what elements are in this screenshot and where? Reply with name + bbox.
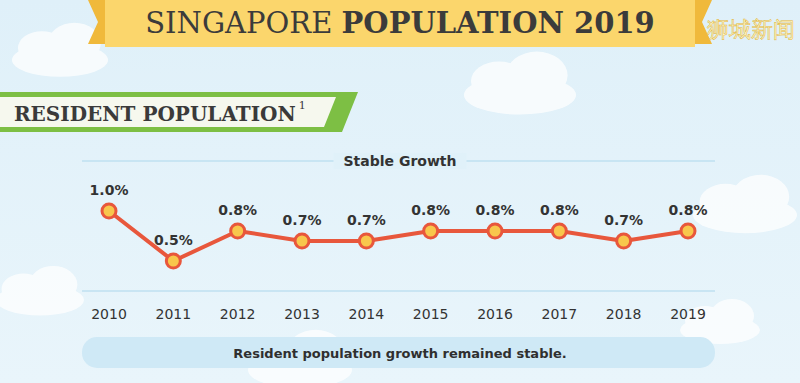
data-label: 0.8% (218, 202, 257, 218)
x-tick-label: 2015 (413, 306, 449, 322)
annotation: Resident population growth remained stab… (233, 346, 566, 361)
data-label: 1.0% (90, 182, 129, 198)
x-tick-label: 2012 (220, 306, 256, 322)
x-tick-label: 2017 (542, 306, 578, 322)
section-band (0, 92, 358, 132)
data-label: 0.8% (476, 202, 515, 218)
background (0, 0, 800, 383)
x-tick-label: 2011 (156, 306, 192, 322)
marker (552, 224, 566, 238)
section-note: 1 (299, 99, 306, 112)
marker (295, 234, 309, 248)
x-tick-label: 2013 (284, 306, 320, 322)
x-tick-label: 2018 (606, 306, 642, 322)
series-group (102, 204, 695, 268)
data-label: 0.8% (411, 202, 450, 218)
x-tick-label: 2010 (91, 306, 127, 322)
data-label: 0.7% (604, 212, 643, 228)
title-part: POPULATION 2019 (342, 6, 655, 40)
marker (166, 254, 180, 268)
data-label: 0.7% (283, 212, 322, 228)
cloud (464, 52, 576, 115)
data-label: 0.8% (669, 202, 708, 218)
x-tick-label: 2014 (349, 306, 385, 322)
range-line-bottom (82, 290, 715, 292)
data-label: 0.8% (540, 202, 579, 218)
data-label: 0.5% (154, 232, 193, 248)
section-panel (0, 97, 336, 127)
cloud (0, 266, 84, 316)
series-line (109, 211, 688, 261)
data-label: 0.7% (347, 212, 386, 228)
section-title: RESIDENT POPULATION (14, 102, 296, 126)
marker (617, 234, 631, 248)
cloud (12, 23, 108, 77)
annotation-box (82, 337, 715, 368)
marker (102, 204, 116, 218)
x-tick-label: 2019 (670, 306, 706, 322)
subtitle: Stable Growth (343, 153, 456, 169)
marker (231, 224, 245, 238)
subtitle-bg (333, 153, 466, 169)
marker (359, 234, 373, 248)
title: SINGAPORE POPULATION 2019 (145, 6, 655, 40)
marker (488, 224, 502, 238)
x-tick-label: 2016 (477, 306, 513, 322)
cloud (693, 175, 797, 234)
marker (424, 224, 438, 238)
title-part: SINGAPORE (145, 6, 341, 40)
banner (105, 0, 695, 47)
marker (681, 224, 695, 238)
chart-root: SINGAPORE POPULATION 2019 狮城新闻 RESIDENT PO… (0, 0, 800, 383)
watermark: 狮城新闻 (707, 17, 795, 42)
